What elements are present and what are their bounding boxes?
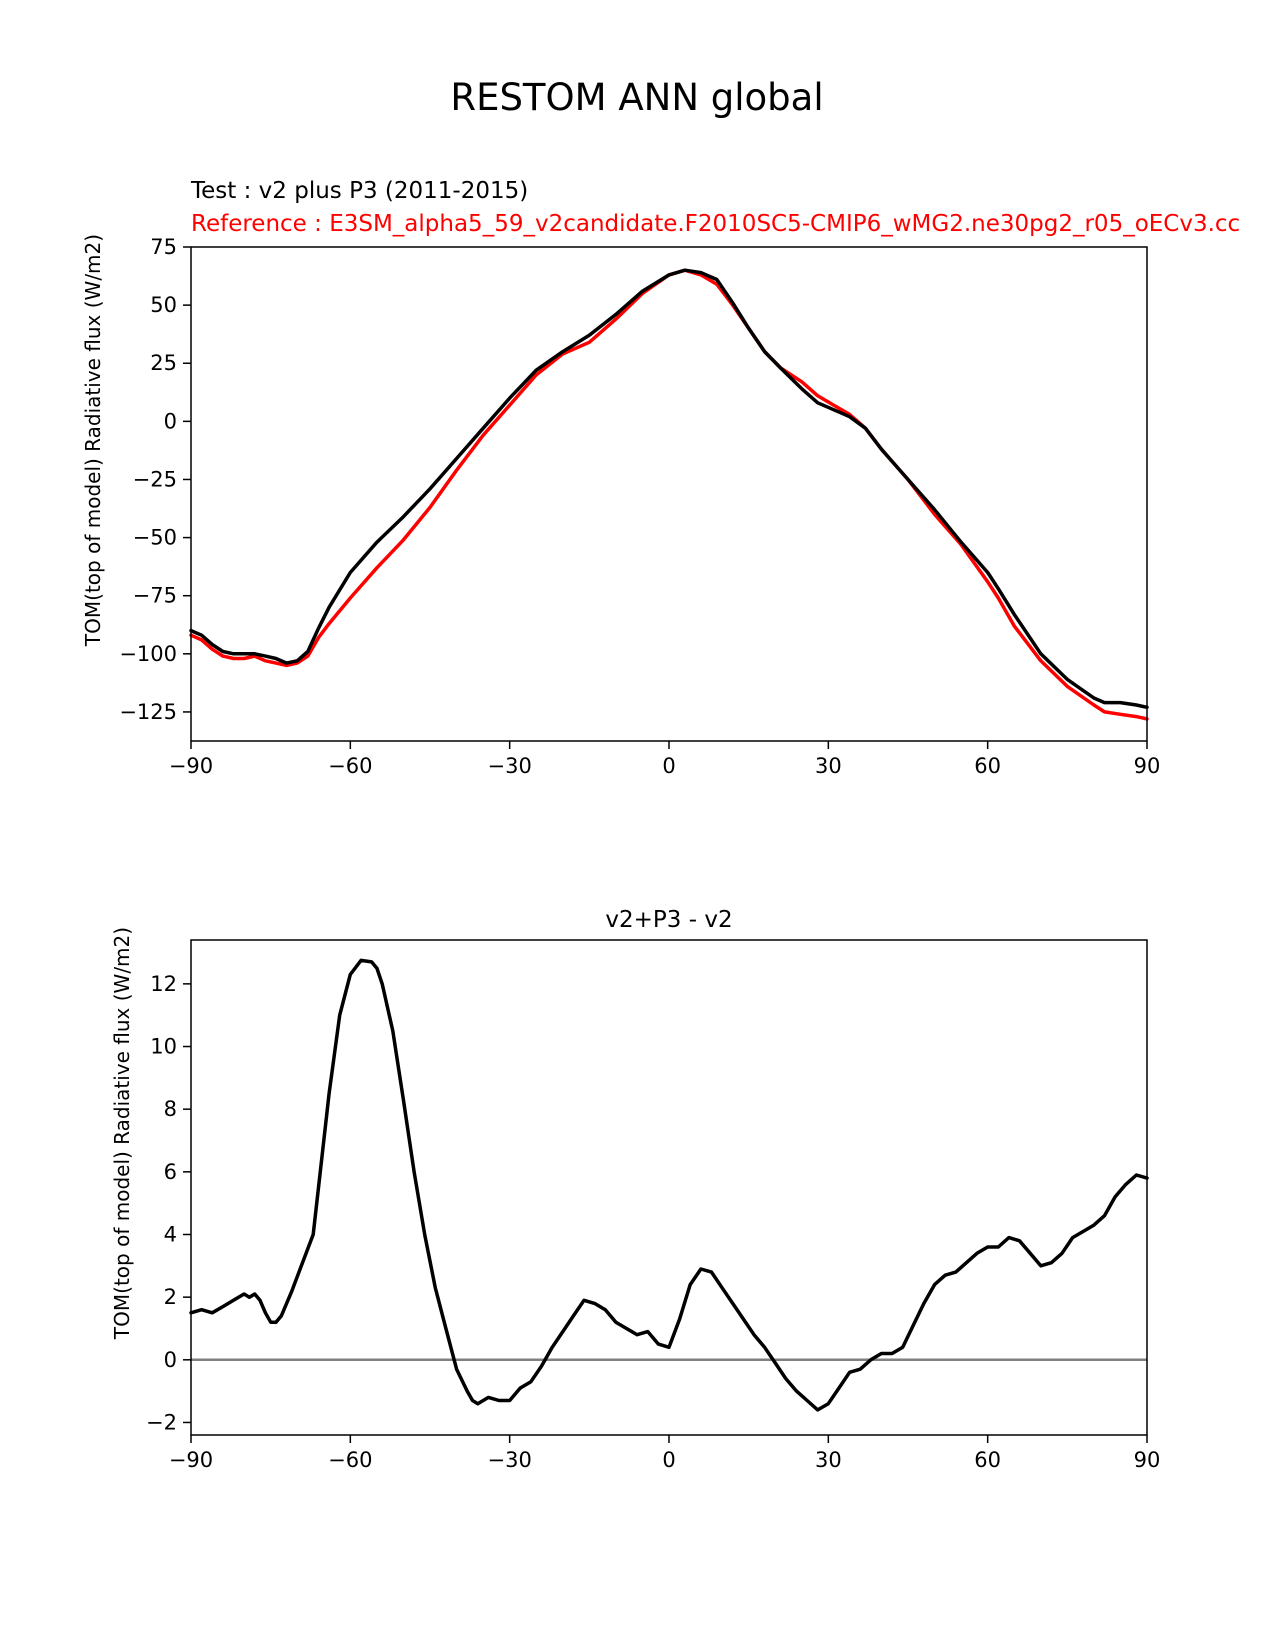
x-tick-label: 60: [974, 754, 1001, 778]
x-tick-label: 30: [815, 1448, 842, 1472]
y-tick-label: −125: [119, 700, 177, 724]
x-tick-label: 0: [662, 1448, 675, 1472]
x-tick-label: −60: [328, 754, 372, 778]
y-tick-label: 75: [150, 235, 177, 259]
axes-frame: [190, 939, 1148, 1436]
y-tick-label: −75: [133, 584, 177, 608]
y-tick-label: 10: [150, 1035, 177, 1059]
x-tick-label: 30: [815, 754, 842, 778]
y-axis-label: TOM(top of model) Radiative flux (W/m2): [81, 234, 105, 647]
x-tick-label: 90: [1134, 1448, 1161, 1472]
y-tick-label: 8: [164, 1097, 177, 1121]
y-tick-label: 2: [164, 1285, 177, 1309]
x-tick-label: 0: [662, 754, 675, 778]
figure-suptitle: RESTOM ANN global: [450, 76, 823, 119]
test-title: Test : v2 plus P3 (2011-2015): [190, 178, 528, 204]
y-axis-label: TOM(top of model) Radiative flux (W/m2): [110, 927, 134, 1340]
series-line: [189, 958, 1149, 1412]
plot-area: −90 −60 −30 0 30 60 90 75 50 25 0 −25 −50 −75 −100 −125: [119, 235, 1160, 778]
x-tick-label: −30: [488, 754, 532, 778]
reference-title: Reference : E3SM_alpha5_59_v2candidate.F…: [191, 211, 1240, 237]
difference-chart: v2+P3 - v2 TOM(top of model) Radiative f…: [110, 907, 1160, 1472]
x-tick-label: −30: [488, 1448, 532, 1472]
plot-area: −90 −60 −30 0 30 60 90 12 10 8 6 4 2 0 −2: [146, 958, 1161, 1472]
y-tick-label: −25: [133, 467, 177, 491]
y-tick-label: 0: [164, 1348, 177, 1372]
series-line: [189, 268, 1149, 710]
x-tick-label: 90: [1134, 754, 1161, 778]
y-tick-label: −50: [133, 526, 177, 550]
y-tick-label: 50: [150, 293, 177, 317]
difference-title: v2+P3 - v2: [605, 907, 732, 933]
x-tick-label: −60: [328, 1448, 372, 1472]
x-tick-label: 60: [974, 1448, 1001, 1472]
x-tick-label: −90: [169, 754, 213, 778]
y-tick-label: 4: [164, 1222, 177, 1246]
x-tick-label: −90: [169, 1448, 213, 1472]
y-tick-label: 0: [164, 409, 177, 433]
axes-frame: [190, 246, 1148, 742]
y-tick-label: 12: [150, 972, 177, 996]
restom-chart: Test : v2 plus P3 (2011-2015) Reference …: [81, 178, 1240, 778]
y-tick-label: 6: [164, 1160, 177, 1184]
series-line: [189, 268, 1149, 721]
y-tick-label: −100: [119, 642, 177, 666]
y-tick-label: −2: [146, 1410, 177, 1434]
y-tick-label: 25: [150, 351, 177, 375]
